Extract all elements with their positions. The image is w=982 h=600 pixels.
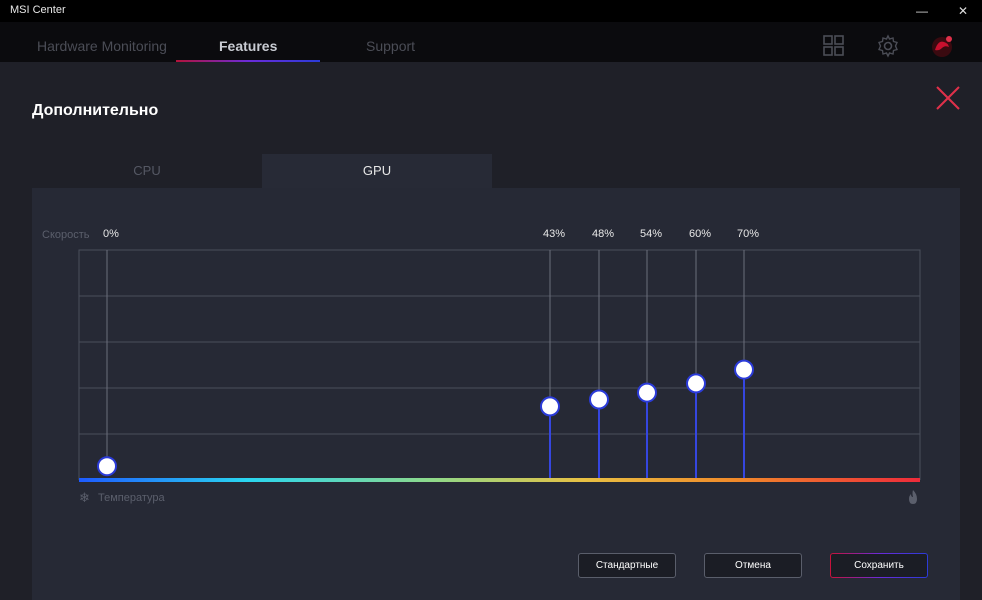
tab-hardware-monitoring[interactable]: Hardware Monitoring xyxy=(37,38,167,54)
point-label: 60% xyxy=(688,228,712,240)
flame-icon xyxy=(909,490,917,504)
advanced-panel: Дополнительно CPU GPU xyxy=(0,62,982,600)
minimize-button[interactable]: — xyxy=(916,4,928,18)
close-icon[interactable] xyxy=(934,84,962,112)
title-bar: MSI Center — ✕ xyxy=(0,0,982,22)
curve-point-handle[interactable] xyxy=(97,456,117,477)
speed-axis-label: Скорость xyxy=(42,229,90,241)
curve-point-handle[interactable] xyxy=(540,396,560,417)
top-navigation: Hardware Monitoring Features Support xyxy=(0,22,982,62)
subtab-gpu[interactable]: GPU xyxy=(262,154,492,188)
tab-support[interactable]: Support xyxy=(366,38,416,54)
snowflake-icon: ❄ xyxy=(79,490,90,505)
subtab-cpu[interactable]: CPU xyxy=(133,163,161,178)
grid-icon[interactable] xyxy=(822,34,846,58)
app-title: MSI Center xyxy=(10,4,66,16)
chart-frame xyxy=(78,249,921,480)
fan-curve-content xyxy=(32,188,960,600)
msi-dragon-icon[interactable] xyxy=(930,34,954,58)
curve-point-handle[interactable] xyxy=(589,389,609,410)
save-button[interactable]: Сохранить xyxy=(830,553,928,578)
close-window-button[interactable]: ✕ xyxy=(957,4,969,18)
point-label: 48% xyxy=(591,228,615,240)
active-tab-indicator xyxy=(176,60,320,62)
curve-point-handle[interactable] xyxy=(637,382,657,403)
temperature-axis-label: Температура xyxy=(98,492,165,504)
panel-title: Дополнительно xyxy=(32,102,159,119)
point-label: 54% xyxy=(639,228,663,240)
curve-point-handle[interactable] xyxy=(686,373,706,394)
point-label: 43% xyxy=(542,228,566,240)
point-label: 70% xyxy=(736,228,760,240)
default-button[interactable]: Стандартные xyxy=(578,553,676,578)
cancel-button[interactable]: Отмена xyxy=(704,553,802,578)
temperature-gradient-bar xyxy=(79,478,920,482)
point-label: 0% xyxy=(103,228,119,240)
curve-point-handle[interactable] xyxy=(734,359,754,380)
gear-icon[interactable] xyxy=(876,34,900,58)
tab-features[interactable]: Features xyxy=(219,38,278,54)
